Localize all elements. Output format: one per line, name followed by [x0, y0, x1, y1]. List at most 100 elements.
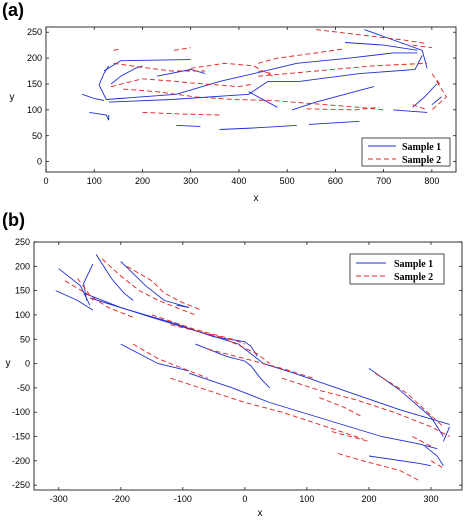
- panel-a-series-2-segment-2: [113, 62, 206, 72]
- panel-a-x-axis: 0 100 200 300 400 500 600 700 800: [43, 27, 439, 186]
- panel-b-series-1-segment-5: [89, 297, 450, 425]
- panel-a-series-2-segment-15: [258, 70, 273, 75]
- panel-a-series-1-segment-3: [110, 65, 143, 85]
- panel-a-series: [82, 29, 447, 130]
- panel-b-series-1-segment-7: [120, 343, 190, 372]
- panel-a-ytick-label-1: 50: [32, 131, 42, 141]
- panel-a-series-1-segment-1: [82, 93, 104, 101]
- panel-b-series-2-segment-14: [430, 460, 444, 469]
- panel-a-ylabel: y: [10, 92, 15, 103]
- panel-b-series-2-segment-5: [170, 324, 270, 364]
- panel-b-xtick-label-3: 0: [242, 494, 247, 504]
- panel-b-series-1-segment-13: [368, 455, 432, 467]
- panel-a-xtick-label-7: 700: [376, 176, 391, 186]
- panel-a-series-1-segment-9: [291, 86, 375, 111]
- panel-b-ytick-label-6: 50: [20, 334, 30, 344]
- panel-b-series-1-segment-9: [120, 261, 190, 309]
- panel-b-xtick-label-5: 200: [361, 494, 376, 504]
- panel-b-legend-label-2: Sample 2: [394, 272, 433, 283]
- panel-b-ytick-label-0: -250: [12, 480, 30, 490]
- panel-a-series-1-segment-16: [308, 120, 360, 125]
- panel-a-xtick-label-1: 100: [87, 176, 102, 186]
- panel-a-legend-box: [361, 137, 451, 167]
- panel-a-label: (a): [2, 0, 24, 20]
- panel-a-xtick-label-4: 400: [231, 176, 246, 186]
- panel-b-ytick-label-3: -100: [12, 407, 30, 417]
- panel-b-ytick-label-5: 0: [25, 359, 30, 369]
- panel-b-series-1-segment-8: [188, 372, 438, 450]
- panel-b-series: [55, 253, 451, 481]
- panel-b-xtick-label-1: -200: [112, 494, 130, 504]
- panel-b-xtick-label-2: -100: [174, 494, 192, 504]
- panel-b-legend: Sample 1 Sample 2: [349, 253, 445, 285]
- panel-a: (a) 0 100 200 300 400 500 600 700 800 0 50 100 150 2…: [2, 0, 457, 204]
- panel-b-legend-label-1: Sample 1: [394, 259, 433, 270]
- panel-b-series-1-segment-2: [95, 253, 134, 301]
- panel-b-ytick-label-7: 100: [15, 310, 30, 320]
- panel-a-series-1-segment-7: [156, 69, 206, 77]
- panel-b: (b) -300 -200 -100 0 100 200 300 -250-200-150-…: [2, 210, 463, 519]
- panel-a-ytick-label-4: 200: [27, 53, 42, 63]
- panel-a-series-2-segment-7: [316, 29, 428, 45]
- panel-b-series-1-segment-11: [442, 426, 451, 442]
- panel-b-series-2-segment-4: [151, 314, 246, 345]
- panel-a-series-1-segment-8: [248, 91, 278, 108]
- panel-b-plot-frame: [33, 241, 463, 491]
- panel-a-series-2-segment-5: [258, 48, 346, 64]
- panel-b-ytick-label-8: 150: [15, 286, 30, 296]
- panel-b-ytick-label-2: -150: [12, 432, 30, 442]
- panel-b-series-1-segment-3: [83, 263, 94, 301]
- panel-b-series-2-segment-11: [337, 453, 419, 481]
- panel-a-xtick-label-2: 200: [135, 176, 150, 186]
- panel-b-ytick-label-4: -50: [17, 383, 30, 393]
- panel-a-plot-frame: [45, 26, 457, 173]
- panel-a-series-2-segment-8: [412, 44, 432, 49]
- panel-a-series-2-segment-3: [110, 78, 254, 88]
- panel-a-xlabel: x: [254, 193, 259, 204]
- panel-a-series-1-segment-6: [103, 59, 191, 72]
- panel-a-series-2-segment-13: [306, 106, 379, 111]
- panel-a-series-2-segment-14: [412, 104, 428, 111]
- panel-b-series-1-segment-14: [176, 304, 190, 309]
- panel-a-series-1-segment-10: [364, 29, 428, 69]
- panel-a-ytick-label-2: 100: [27, 105, 42, 115]
- panel-b-series-2-segment-9: [281, 377, 450, 437]
- panel-b-label: (b): [2, 210, 25, 230]
- panel-a-xtick-label-5: 500: [280, 176, 295, 186]
- panel-a-series-1-segment-14: [176, 124, 201, 127]
- panel-b-series-1-segment-10: [368, 368, 444, 437]
- panel-a-xtick-label-8: 800: [424, 176, 439, 186]
- panel-b-series-1-segment-12: [424, 445, 444, 466]
- panel-a-legend-label-1: Sample 1: [402, 142, 441, 153]
- panel-b-series-2-segment-8: [170, 377, 363, 440]
- panel-a-series-2-segment-0: [113, 48, 121, 51]
- panel-a-series-1-segment-11: [345, 42, 418, 51]
- panel-a-legend-label-2: Sample 2: [402, 155, 441, 166]
- panel-a-xtick-label-0: 0: [43, 176, 48, 186]
- panel-a-ytick-label-5: 250: [27, 27, 42, 37]
- panel-b-ylabel: y: [6, 358, 11, 369]
- panel-b-ytick-label-1: -200: [12, 456, 30, 466]
- panel-a-series-2-segment-10: [431, 81, 447, 111]
- panel-a-series-1-segment-15: [219, 124, 297, 130]
- panel-b-ytick-label-10: 250: [15, 237, 30, 247]
- panel-a-series-2-segment-1: [173, 47, 191, 51]
- panel-a-series-1-segment-12: [412, 83, 438, 108]
- panel-b-legend-box: [349, 253, 445, 285]
- panel-a-series-2-segment-4: [190, 62, 273, 77]
- panel-a-series-2-segment-9: [123, 88, 384, 111]
- panel-b-series-2-segment-13: [319, 397, 364, 418]
- panel-b-xtick-label-4: 100: [299, 494, 314, 504]
- panel-b-y-axis: -250 -200 -150 -100 -50 0 50 100 150 200 250: [12, 237, 462, 490]
- panel-b-series-1-segment-0: [58, 268, 91, 306]
- panel-a-series-1-segment-4: [106, 52, 418, 100]
- panel-a-series-1-segment-17: [393, 109, 428, 113]
- panel-b-xtick-label-6: 300: [423, 494, 438, 504]
- panel-a-series-2-segment-6: [258, 62, 428, 77]
- panel-a-series-1-segment-2: [89, 111, 110, 121]
- panel-b-series-2-segment-12: [331, 431, 370, 442]
- panel-b-series-2-segment-15: [412, 436, 432, 447]
- panel-b-x-axis: -300 -200 -100 0 100 200 300: [50, 242, 439, 504]
- panel-b-series-2-segment-6: [207, 348, 314, 379]
